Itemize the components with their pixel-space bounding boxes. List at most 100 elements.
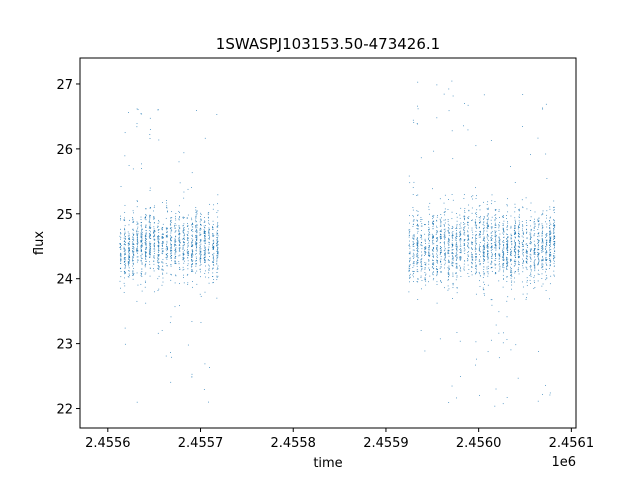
data-point: [150, 252, 151, 254]
data-point: [495, 242, 497, 244]
data-point: [216, 241, 218, 243]
data-point: [545, 153, 547, 155]
data-point: [514, 256, 516, 258]
data-point: [432, 218, 434, 220]
data-point: [467, 244, 469, 246]
data-point: [145, 255, 146, 256]
data-point: [213, 247, 215, 249]
data-point: [499, 247, 500, 249]
data-point: [195, 253, 197, 255]
data-point: [136, 123, 138, 125]
data-point: [502, 252, 504, 253]
data-point: [192, 254, 194, 255]
data-point: [149, 244, 151, 246]
data-point: [475, 236, 476, 238]
data-point: [145, 229, 147, 231]
data-point: [467, 129, 469, 131]
data-point: [170, 316, 172, 318]
data-point: [498, 264, 500, 266]
data-point: [464, 239, 466, 241]
data-point: [166, 200, 167, 201]
data-point: [153, 257, 155, 259]
data-point: [514, 206, 516, 208]
data-point: [129, 247, 130, 249]
data-point: [498, 253, 500, 255]
data-point: [161, 248, 163, 250]
data-point: [433, 216, 434, 218]
data-point: [428, 281, 429, 283]
data-point: [475, 248, 476, 249]
data-point: [537, 239, 539, 240]
data-point: [537, 280, 539, 282]
data-point: [183, 274, 184, 276]
data-point: [506, 256, 507, 258]
data-point: [137, 238, 138, 240]
data-point: [510, 241, 512, 243]
data-point: [526, 246, 528, 248]
data-point: [133, 248, 135, 250]
data-point: [526, 237, 528, 239]
data-point: [468, 216, 470, 218]
data-point: [145, 216, 147, 218]
data-point: [195, 253, 197, 254]
data-point: [158, 252, 159, 253]
data-point: [452, 233, 454, 235]
data-point: [416, 261, 418, 263]
data-point: [530, 228, 532, 230]
data-point: [447, 230, 449, 232]
data-point: [513, 260, 515, 262]
data-point: [517, 269, 519, 271]
data-point: [529, 242, 531, 244]
data-point: [216, 258, 218, 260]
data-point: [514, 259, 516, 261]
data-point: [498, 260, 500, 262]
data-point: [162, 272, 164, 274]
data-point: [511, 280, 513, 282]
data-point: [507, 221, 508, 222]
data-point: [129, 259, 131, 261]
data-point: [533, 240, 535, 242]
data-point: [158, 268, 160, 270]
data-point: [502, 403, 504, 405]
data-point: [208, 252, 210, 254]
data-point: [431, 249, 433, 251]
data-point: [187, 214, 189, 216]
data-point: [538, 221, 539, 222]
data-point: [514, 227, 516, 229]
data-point: [140, 236, 142, 238]
data-point: [124, 250, 126, 252]
data-point: [533, 263, 535, 265]
data-point: [498, 254, 500, 256]
data-point: [145, 243, 147, 245]
data-point: [507, 245, 508, 247]
data-point: [157, 290, 159, 291]
data-point: [432, 226, 434, 227]
data-point: [553, 248, 555, 250]
data-point: [162, 242, 164, 244]
data-point: [503, 254, 504, 256]
data-point: [522, 252, 524, 254]
data-point: [525, 298, 527, 300]
data-point: [141, 163, 142, 165]
data-point: [553, 242, 555, 244]
data-point: [541, 223, 543, 225]
data-point: [183, 242, 184, 244]
data-point: [517, 236, 519, 238]
data-point: [459, 252, 461, 254]
data-point: [183, 227, 185, 228]
data-point: [521, 250, 523, 252]
data-point: [499, 239, 501, 240]
data-point: [413, 256, 415, 258]
data-point: [144, 242, 146, 244]
data-point: [183, 241, 185, 243]
data-point: [145, 261, 147, 262]
data-point: [483, 272, 485, 274]
data-point: [417, 81, 419, 83]
data-point: [487, 256, 489, 258]
data-point: [158, 254, 160, 255]
data-point: [482, 287, 484, 289]
data-point: [162, 281, 164, 283]
data-point: [195, 243, 197, 244]
data-point: [549, 392, 551, 394]
data-point: [124, 260, 125, 262]
